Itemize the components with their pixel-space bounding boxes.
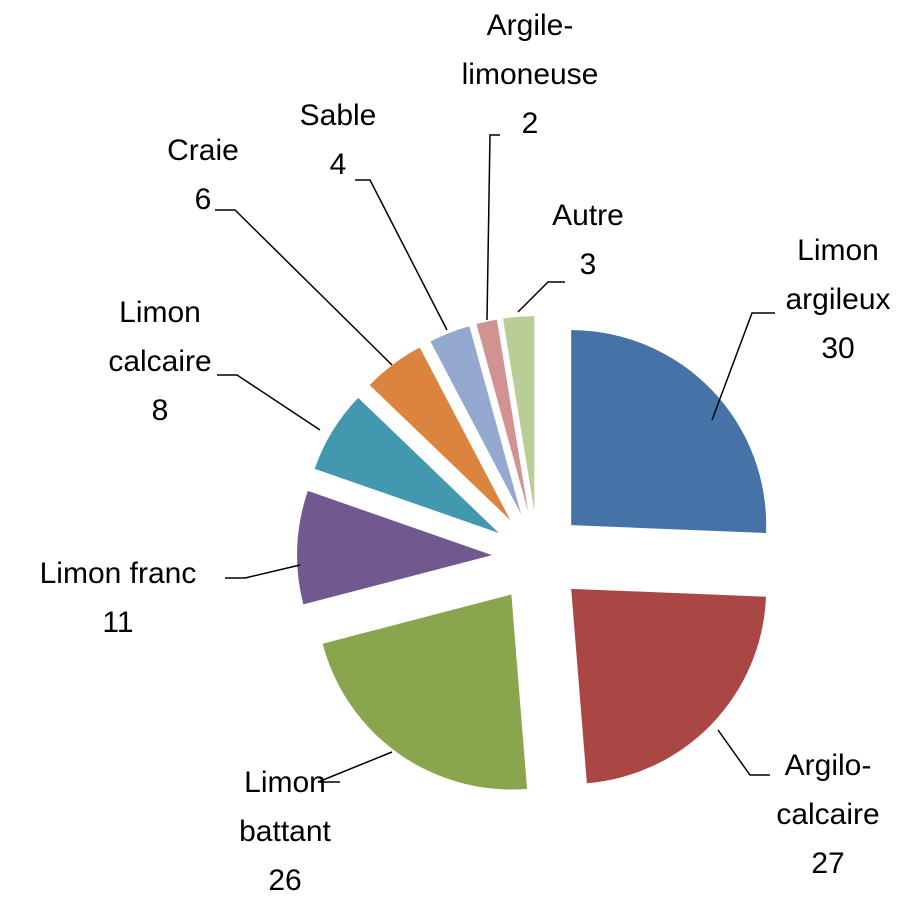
pie-slice — [369, 347, 511, 521]
category-label: Autre — [552, 199, 624, 232]
value-label: 6 — [194, 183, 212, 216]
leader-line — [517, 281, 565, 313]
leader-line — [486, 134, 500, 321]
pie-slice — [314, 397, 499, 533]
leader-line — [317, 751, 393, 783]
pie-slice — [430, 326, 522, 515]
value-label: 27 — [811, 847, 845, 880]
data-label: Limon argileux 30 — [763, 226, 913, 373]
category-label: Craie — [167, 134, 239, 167]
category-label: Limon argileux — [785, 234, 891, 316]
leader-line — [215, 209, 393, 366]
leader-line — [217, 374, 321, 431]
value-label: 8 — [151, 394, 169, 427]
data-label: Argile-limoneuse 2 — [445, 1, 615, 148]
category-label: Argilo-calcaire — [776, 749, 880, 831]
category-label: Limon battant — [239, 766, 331, 848]
data-label: Limon franc 11 — [0, 549, 238, 647]
value-label: 3 — [579, 248, 597, 281]
value-label: 4 — [329, 148, 347, 181]
data-label: Limon battant 26 — [210, 758, 360, 897]
pie-slice — [297, 490, 493, 605]
category-label: Sable — [299, 99, 377, 132]
value-label: 11 — [102, 606, 134, 639]
leader-line — [711, 312, 775, 421]
data-label: Sable 4 — [288, 91, 388, 189]
pie-slice — [571, 330, 767, 533]
data-label: Limon calcaire 8 — [85, 288, 235, 435]
data-label: Autre 3 — [538, 191, 638, 289]
pie-slice — [503, 316, 535, 512]
pie-slice — [322, 594, 528, 790]
value-label: 30 — [821, 332, 855, 365]
category-label: Limon calcaire — [108, 296, 212, 378]
data-label: Craie 6 — [153, 126, 253, 224]
pie-slice — [571, 588, 767, 784]
leader-line — [355, 179, 448, 331]
leader-line — [717, 729, 770, 776]
pie-slice — [476, 319, 529, 513]
leader-line — [225, 564, 301, 579]
category-label: Limon franc — [39, 557, 197, 590]
value-label: 26 — [268, 864, 302, 897]
data-label: Argilo-calcaire 27 — [758, 741, 898, 888]
value-label: 2 — [521, 107, 539, 140]
category-label: Argile-limoneuse — [461, 9, 599, 91]
